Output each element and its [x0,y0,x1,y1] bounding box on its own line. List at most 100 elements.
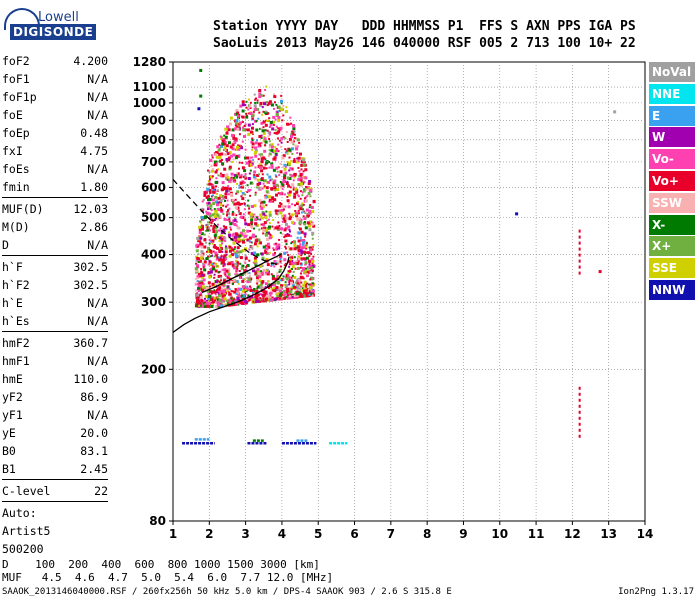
echo-point [224,186,227,189]
echo-point [249,297,252,299]
echo-point [274,159,277,162]
echo-point [264,89,267,91]
echo-point [259,218,262,221]
echo-point [222,228,226,232]
echo-point [218,152,222,156]
echo-point [222,186,225,189]
echo-point [300,168,303,171]
echo-point [232,142,235,145]
echo-point [221,142,225,146]
echo-point [300,281,303,284]
echo-point [229,248,232,251]
echo-point [258,181,262,185]
echo-point [255,120,258,123]
echo-dot [578,404,581,408]
echo-point [293,173,297,177]
echo-point [216,192,219,195]
echo-point [307,192,311,195]
echo-point [247,276,250,279]
param-row: fmin 1.80 [2,178,108,196]
echo-point [246,156,250,160]
echo-point [269,143,273,147]
echo-point [269,297,271,300]
echo-point [241,140,244,143]
echo-point [206,295,209,298]
echo-point [244,220,247,223]
echo-point [212,297,215,300]
echo-point [254,222,258,226]
echo-point [285,131,288,133]
echo-point [281,184,284,187]
echo-point [300,204,304,208]
echo-point [308,209,312,213]
echo-point [285,182,289,185]
echo-point [229,222,233,226]
echo-point [218,229,220,232]
echo-point [284,281,287,284]
echo-point [235,175,238,179]
param-value: 302.5 [73,278,108,292]
echo-point [304,199,308,203]
echo-point [253,297,255,300]
echo-point [250,223,253,226]
y-tick-label: 1100 [133,80,166,94]
echo-point [273,198,277,202]
echo-point [280,137,284,141]
echo-point [206,301,209,304]
echo-point [263,293,267,297]
echo-point [256,182,260,186]
echo-point [291,221,294,224]
echo-point [309,248,312,252]
echo-point [270,164,274,168]
echo-point [254,288,257,291]
echo-point [233,218,237,222]
echo-point [280,208,284,212]
echo-point [226,199,229,202]
echo-point [206,224,209,226]
echo-point [214,195,218,199]
echo-point [264,123,268,127]
echo-point [257,165,260,168]
echo-point [273,120,276,123]
y-tick-label: 400 [141,248,166,262]
echo-point [194,267,198,271]
echo-point [235,119,239,123]
echo-point [205,286,209,290]
echo-point [266,104,269,107]
echo-point [304,176,308,180]
echo-point [301,243,304,246]
echo-point [306,212,309,215]
echo-point [227,275,230,277]
echo-point [297,159,300,162]
echo-point [268,161,271,164]
echo-point [207,263,210,266]
echo-point [208,221,211,224]
echo-point [312,255,315,258]
echo-point [258,135,262,138]
echo-point [290,288,293,291]
echo-point [210,164,213,167]
echo-point [285,287,289,291]
echo-point [235,202,239,206]
echo-point [214,251,218,255]
echo-point [278,289,282,293]
echo-point [268,133,271,136]
echo-point [291,268,293,270]
echo-point [210,297,214,301]
echo-point [249,101,252,104]
echo-point [293,140,295,143]
echo-point [268,140,271,143]
param-row: hmE 110.0 [2,370,108,388]
param-row: hmF1 N/A [2,352,108,370]
echo-point [272,253,276,257]
echo-point [268,152,272,156]
echo-point [281,181,285,185]
echo-point [238,202,242,206]
echo-point [220,291,224,295]
echo-point [279,260,282,263]
echo-point [228,179,232,183]
echo-point [307,182,311,186]
echo-point [234,113,236,116]
echo-point [306,214,310,218]
echo-point [241,166,245,170]
